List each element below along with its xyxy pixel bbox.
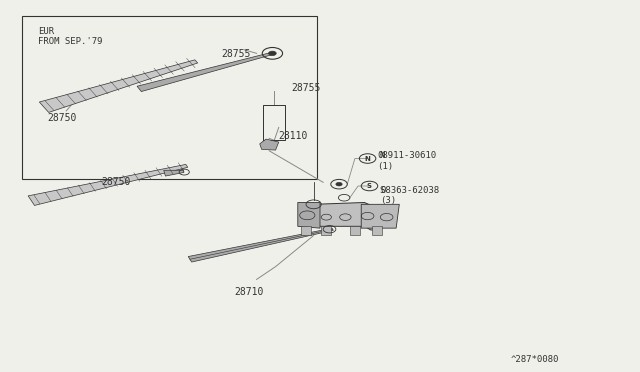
Polygon shape — [188, 228, 333, 262]
Circle shape — [336, 182, 342, 186]
Text: 08911-30610
(1): 08911-30610 (1) — [377, 151, 436, 171]
Text: S: S — [367, 183, 372, 189]
Circle shape — [269, 51, 276, 55]
Text: 28710: 28710 — [234, 287, 264, 297]
Text: ^287*0080: ^287*0080 — [510, 355, 559, 363]
Polygon shape — [361, 204, 399, 228]
Text: S: S — [379, 186, 385, 195]
Text: 28110: 28110 — [279, 131, 308, 141]
Text: 28755: 28755 — [291, 83, 321, 93]
Bar — [372, 226, 382, 235]
Text: EUR
FROM SEP.'79: EUR FROM SEP.'79 — [38, 26, 102, 46]
Polygon shape — [314, 202, 377, 230]
Text: 08363-62038
(3): 08363-62038 (3) — [380, 186, 440, 205]
Text: N: N — [365, 155, 371, 161]
Text: 28750: 28750 — [47, 113, 77, 123]
Bar — [301, 226, 311, 235]
Polygon shape — [260, 139, 279, 150]
Polygon shape — [137, 52, 273, 92]
Polygon shape — [39, 60, 198, 112]
Polygon shape — [164, 170, 184, 176]
Bar — [350, 226, 360, 235]
Text: 28750: 28750 — [101, 177, 131, 187]
Text: N: N — [379, 151, 385, 160]
Bar — [22, 16, 317, 179]
Bar — [321, 226, 332, 235]
Polygon shape — [28, 164, 188, 205]
Text: 28755: 28755 — [221, 49, 251, 58]
Polygon shape — [298, 202, 320, 228]
